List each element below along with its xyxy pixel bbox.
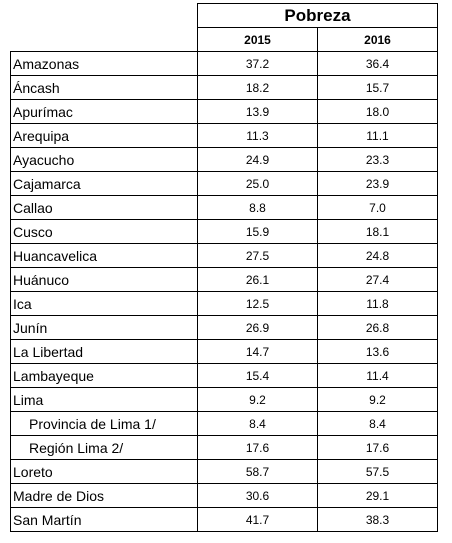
value-2015: 41.7 xyxy=(197,507,318,532)
value-2016: 11.1 xyxy=(317,123,438,148)
value-2015: 30.6 xyxy=(197,483,318,508)
region-label: Loreto xyxy=(10,459,198,484)
value-2015: 18.2 xyxy=(197,75,318,100)
value-2015: 11.3 xyxy=(197,123,318,148)
value-2015: 9.2 xyxy=(197,387,318,412)
value-2016: 36.4 xyxy=(317,51,438,76)
region-label: Cusco xyxy=(10,219,198,244)
value-2015: 58.7 xyxy=(197,459,318,484)
table-row: Región Lima 2/17.6 17.6 xyxy=(10,435,438,460)
region-label: Ica xyxy=(10,291,198,316)
table-row: Amazonas 37.2 36.4 xyxy=(10,51,438,76)
value-2016: 26.8 xyxy=(317,315,438,340)
value-2015: 17.6 xyxy=(197,435,318,460)
value-2016: 27.4 xyxy=(317,267,438,292)
value-2015: 24.9 xyxy=(197,147,318,172)
value-2015: 13.9 xyxy=(197,99,318,124)
table-row: Cusco 15.9 18.1 xyxy=(10,219,438,244)
table-row: Áncash 18.2 15.7 xyxy=(10,75,438,100)
region-label: Amazonas xyxy=(10,51,198,76)
region-label: Arequipa xyxy=(10,123,198,148)
table-row: Cajamarca 25.0 23.9 xyxy=(10,171,438,196)
table-row: Lambayeque 15.4 11.4 xyxy=(10,363,438,388)
table-row: Provincia de Lima 1/8.4 8.4 xyxy=(10,411,438,436)
value-2015: 8.8 xyxy=(197,195,318,220)
value-2016: 23.3 xyxy=(317,147,438,172)
value-2016: 23.9 xyxy=(317,171,438,196)
value-2016: 18.0 xyxy=(317,99,438,124)
region-label: Junín xyxy=(10,315,198,340)
value-2015: 26.9 xyxy=(197,315,318,340)
value-2016: 18.1 xyxy=(317,219,438,244)
value-2016: 24.8 xyxy=(317,243,438,268)
region-label: Madre de Dios xyxy=(10,483,198,508)
region-label: Callao xyxy=(10,195,198,220)
value-2015: 26.1 xyxy=(197,267,318,292)
value-2016: 17.6 xyxy=(317,435,438,460)
region-label: Región Lima 2/ xyxy=(10,435,198,460)
value-2016: 29.1 xyxy=(317,483,438,508)
table-row: La Libertad 14.7 13.6 xyxy=(10,339,438,364)
value-2015: 14.7 xyxy=(197,339,318,364)
table-row: Ayacucho 24.9 23.3 xyxy=(10,147,438,172)
table-row: San Martín 41.7 38.3 xyxy=(10,507,438,532)
region-label: Áncash xyxy=(10,75,198,100)
region-label: Lambayeque xyxy=(10,363,198,388)
corner-cell xyxy=(10,27,198,52)
value-2015: 37.2 xyxy=(197,51,318,76)
value-2016: 11.8 xyxy=(317,291,438,316)
value-2016: 38.3 xyxy=(317,507,438,532)
poverty-table: Pobreza 2015 2016 Amazonas 37.2 36.4 Áncash… xyxy=(10,3,438,532)
region-label: La Libertad xyxy=(10,339,198,364)
value-2016: 11.4 xyxy=(317,363,438,388)
column-header-2015: 2015 xyxy=(197,27,318,52)
region-label: Ayacucho xyxy=(10,147,198,172)
table-row: Ica 12.5 11.8 xyxy=(10,291,438,316)
region-label: Huánuco xyxy=(10,267,198,292)
year-header-row: 2015 2016 xyxy=(10,27,438,52)
value-2016: 15.7 xyxy=(317,75,438,100)
region-label: Cajamarca xyxy=(10,171,198,196)
table-row: Arequipa 11.3 11.1 xyxy=(10,123,438,148)
region-label: Provincia de Lima 1/ xyxy=(10,411,198,436)
value-2015: 15.4 xyxy=(197,363,318,388)
table-row: Huancavelica 27.5 24.8 xyxy=(10,243,438,268)
table-row: Apurímac 13.9 18.0 xyxy=(10,99,438,124)
table-row: Huánuco 26.1 27.4 xyxy=(10,267,438,292)
value-2015: 8.4 xyxy=(197,411,318,436)
value-2016: 9.2 xyxy=(317,387,438,412)
region-label: Lima xyxy=(10,387,198,412)
table-row: Loreto 58.7 57.5 xyxy=(10,459,438,484)
value-2015: 27.5 xyxy=(197,243,318,268)
table-row: Junín 26.9 26.8 xyxy=(10,315,438,340)
value-2016: 8.4 xyxy=(317,411,438,436)
value-2015: 15.9 xyxy=(197,219,318,244)
table-title-row: Pobreza xyxy=(10,3,438,28)
value-2016: 57.5 xyxy=(317,459,438,484)
value-2015: 25.0 xyxy=(197,171,318,196)
region-label: Huancavelica xyxy=(10,243,198,268)
corner-cell xyxy=(10,3,198,28)
value-2016: 7.0 xyxy=(317,195,438,220)
value-2016: 13.6 xyxy=(317,339,438,364)
value-2015: 12.5 xyxy=(197,291,318,316)
region-label: Apurímac xyxy=(10,99,198,124)
column-header-2016: 2016 xyxy=(317,27,438,52)
table-title: Pobreza xyxy=(197,3,438,28)
table-row: Madre de Dios 30.6 29.1 xyxy=(10,483,438,508)
table-row: Callao 8.8 7.0 xyxy=(10,195,438,220)
region-label: San Martín xyxy=(10,507,198,532)
table-row: Lima 9.2 9.2 xyxy=(10,387,438,412)
